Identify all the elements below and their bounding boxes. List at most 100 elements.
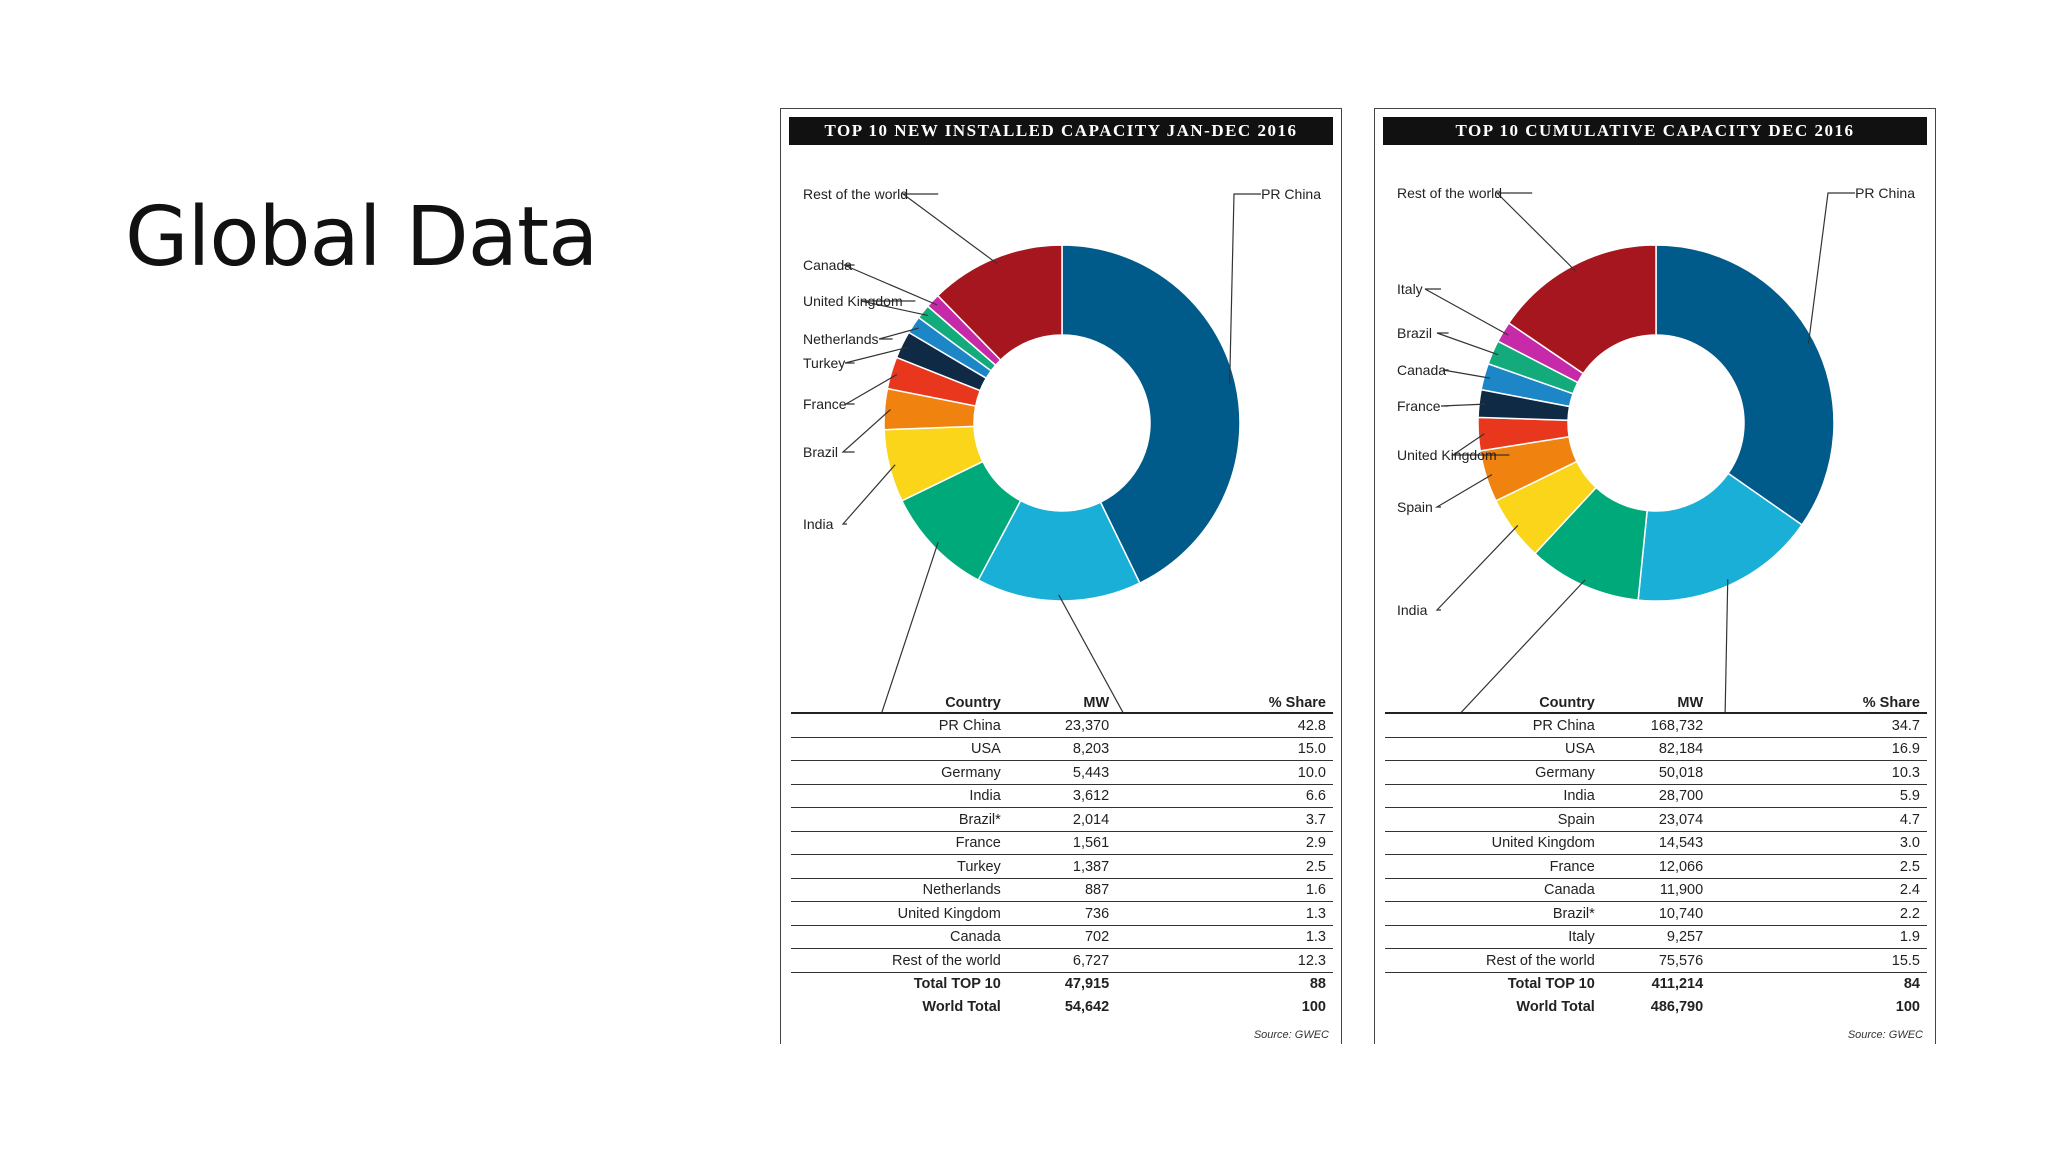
cell-country: Germany (1385, 760, 1602, 785)
cell-mw: 736 (1007, 901, 1117, 926)
slice-label: PR China (1855, 185, 1915, 201)
cell-share: 84 (1903, 976, 1920, 993)
cell-mw: 1,387 (1007, 854, 1117, 879)
slice-label: Rest of the world (803, 186, 908, 202)
cell-mw: 28,700 (1601, 784, 1711, 808)
donut-chart: PR ChinaUSAGermanyIndiaBrazilFranceTurke… (803, 186, 1322, 713)
cell-share: 6.6 (1116, 784, 1333, 808)
capacity-table: Country MW % Share PR China 23,370 42.8 USA… (791, 693, 1333, 1018)
cell-share: 16.9 (1710, 737, 1927, 761)
slice-label: Brazil (1397, 325, 1432, 341)
cell-country: Total TOP 10 (913, 976, 1001, 993)
table-row: Brazil* 2,014 3.7 (791, 807, 1333, 832)
cell-share: 15.5 (1710, 948, 1927, 973)
slide-title: Global Data (125, 190, 598, 285)
leader-line (901, 193, 998, 265)
table-row: Spain 23,074 4.7 (1385, 807, 1927, 832)
slice-label: India (1397, 602, 1428, 618)
cell-share: 2.9 (1116, 831, 1333, 855)
leader-line (1229, 193, 1261, 385)
total-row: Total TOP 10 47,915 88 (791, 972, 1333, 995)
cell-country: PR China (1385, 713, 1602, 738)
cell-country: Germany (791, 760, 1008, 785)
cell-mw: 10,740 (1601, 901, 1711, 926)
slice-label: PR China (1261, 186, 1321, 202)
table-row: Germany 50,018 10.3 (1385, 760, 1927, 785)
cell-country: United Kingdom (1385, 831, 1602, 855)
cell-mw: 3,612 (1007, 784, 1117, 808)
donut-hole (974, 335, 1150, 511)
cell-share: 15.0 (1116, 737, 1333, 761)
cell-country: Turkey (791, 854, 1008, 879)
table-row: Brazil* 10,740 2.2 (1385, 901, 1927, 926)
total-row: World Total 486,790 100 (1385, 995, 1927, 1018)
table-row: Canada 702 1.3 (791, 925, 1333, 949)
table-row: Turkey 1,387 2.5 (791, 854, 1333, 879)
cell-mw: 23,074 (1601, 807, 1711, 832)
leader-line (843, 264, 938, 306)
cell-mw: 9,257 (1601, 925, 1711, 949)
cell-share: 5.9 (1710, 784, 1927, 808)
table-row: USA 82,184 16.9 (1385, 737, 1927, 761)
cell-mw: 12,066 (1601, 854, 1711, 879)
cell-mw: 50,018 (1601, 760, 1711, 785)
cell-country: Brazil* (1385, 901, 1602, 926)
cell-country: USA (791, 737, 1008, 761)
slice-label: Spain (1397, 499, 1433, 515)
cell-mw: 6,727 (1007, 948, 1117, 973)
cell-share: 1.6 (1116, 878, 1333, 902)
cell-country: USA (1385, 737, 1602, 761)
leader-line (841, 464, 896, 525)
cell-country: India (1385, 784, 1602, 808)
table-row: United Kingdom 14,543 3.0 (1385, 831, 1927, 855)
leader-line (878, 327, 919, 340)
table-row: India 3,612 6.6 (791, 784, 1333, 808)
cell-country: Rest of the world (791, 948, 1008, 973)
cell-share: 1.9 (1710, 925, 1927, 949)
cell-share: 10.0 (1116, 760, 1333, 785)
leader-line (844, 346, 908, 364)
cell-country: Canada (1385, 878, 1602, 902)
cell-share: 34.7 (1710, 713, 1927, 738)
cell-share: 1.3 (1116, 901, 1333, 926)
table-row: Germany 5,443 10.0 (791, 760, 1333, 785)
table-row: India 28,700 5.9 (1385, 784, 1927, 808)
slice-usa (1637, 472, 1803, 602)
header-country: Country (791, 693, 1008, 714)
cumulative-capacity-panel: TOP 10 CUMULATIVE CAPACITY DEC 2016 PR C… (1374, 108, 1936, 1044)
header-country: Country (1385, 693, 1602, 714)
table-row: Italy 9,257 1.9 (1385, 925, 1927, 949)
cell-mw: 168,732 (1601, 713, 1711, 738)
leader-line (860, 300, 928, 317)
cell-country: France (791, 831, 1008, 855)
cell-mw: 8,203 (1007, 737, 1117, 761)
leader-line (1435, 524, 1519, 611)
leader-line (1451, 433, 1510, 456)
leader-line (843, 373, 898, 405)
cell-mw: 23,370 (1007, 713, 1117, 738)
cell-country: PR China (791, 713, 1008, 738)
table-row: PR China 168,732 34.7 (1385, 713, 1927, 738)
leader-line (1442, 369, 1491, 379)
cell-share: 12.3 (1116, 948, 1333, 973)
leader-line (1440, 403, 1486, 407)
cell-share: 10.3 (1710, 760, 1927, 785)
table-row: Rest of the world 75,576 15.5 (1385, 948, 1927, 973)
cell-share: 1.3 (1116, 925, 1333, 949)
cell-mw: 486,790 (1650, 998, 1704, 1015)
table-row: Rest of the world 6,727 12.3 (791, 948, 1333, 973)
cell-mw: 2,014 (1007, 807, 1117, 832)
header-mw: MW (1007, 693, 1117, 714)
cell-share: 3.0 (1710, 831, 1927, 855)
cell-mw: 75,576 (1601, 948, 1711, 973)
slice-rest-of-the-world (936, 244, 1063, 362)
new-installed-capacity-panel: TOP 10 NEW INSTALLED CAPACITY JAN-DEC 20… (780, 108, 1342, 1044)
cell-country: France (1385, 854, 1602, 879)
cell-country: World Total (922, 998, 1001, 1015)
cell-share: 88 (1309, 976, 1326, 993)
slice-label: India (803, 516, 834, 532)
source-note: Source: GWEC (1253, 1029, 1329, 1041)
cell-mw: 1,561 (1007, 831, 1117, 855)
slice-label: United Kingdom (1397, 447, 1497, 463)
cell-country: Italy (1385, 925, 1602, 949)
